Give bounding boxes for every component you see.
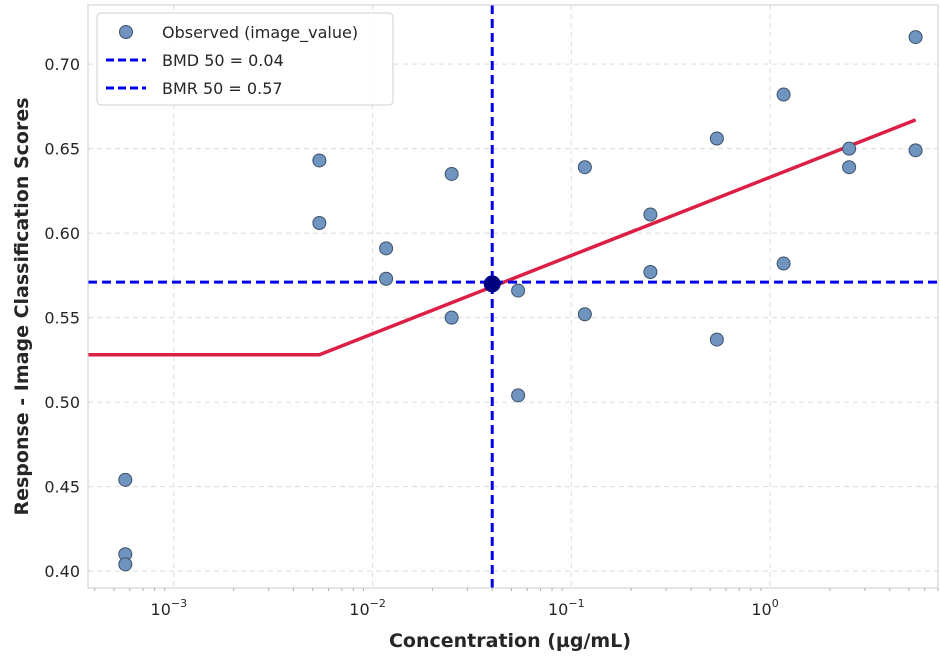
y-tick-label: 0.60 <box>44 224 80 243</box>
y-axis-label: Response - Image Classification Scores <box>11 97 33 515</box>
data-point <box>643 264 658 279</box>
legend-box <box>96 12 394 106</box>
x-tick-exponent: −1 <box>568 597 584 610</box>
x-axis-label: Concentration (µg/mL) <box>389 630 631 652</box>
data-point <box>643 207 658 222</box>
x-tick-label: 10−2 <box>349 597 386 619</box>
y-tick-label: 0.55 <box>44 309 80 328</box>
y-tick-label: 0.45 <box>44 478 80 497</box>
data-point <box>379 241 394 256</box>
x-tick-exponent: −2 <box>370 597 386 610</box>
data-point <box>379 271 394 286</box>
data-point <box>842 141 857 156</box>
x-tick-base: 10 <box>151 600 171 619</box>
data-point <box>709 131 724 146</box>
data-point <box>118 472 133 487</box>
data-point <box>577 160 592 175</box>
data-point <box>312 153 327 168</box>
x-tick-base: 10 <box>349 600 369 619</box>
grid-layer <box>88 5 938 588</box>
point-layer <box>118 30 923 572</box>
y-tick-label: 0.50 <box>44 393 80 412</box>
x-tick-exponent: −3 <box>171 597 187 610</box>
x-tick-label: 10−1 <box>548 597 585 619</box>
y-tick-label: 0.40 <box>44 562 80 581</box>
x-tick-label: 100 <box>751 597 778 619</box>
line-layer <box>88 5 938 588</box>
data-point <box>577 307 592 322</box>
data-point <box>776 87 791 102</box>
data-point <box>842 160 857 175</box>
data-point <box>511 283 526 298</box>
legend: Observed (image_value) BMD 50 = 0.04 BMR… <box>96 12 394 106</box>
data-point <box>511 388 526 403</box>
data-point <box>312 215 327 230</box>
y-tick-label: 0.70 <box>44 55 80 74</box>
x-tick-label: 10−3 <box>151 597 188 619</box>
legend-label-observed: Observed (image_value) <box>162 23 358 43</box>
data-point <box>444 166 459 181</box>
legend-marker-observed <box>119 25 133 39</box>
bmd-point <box>483 275 501 293</box>
data-point <box>908 30 923 45</box>
x-tick-exponent: 0 <box>772 597 779 610</box>
legend-label-bmr: BMR 50 = 0.57 <box>162 79 283 98</box>
x-tick-base: 10 <box>548 600 568 619</box>
plot-frame <box>87 4 939 589</box>
legend-label-bmd: BMD 50 = 0.04 <box>162 51 284 70</box>
data-point <box>908 143 923 158</box>
data-point <box>776 256 791 271</box>
data-point <box>118 557 133 572</box>
y-tick-label: 0.65 <box>44 140 80 159</box>
x-tick-base: 10 <box>751 600 771 619</box>
fit-curve <box>88 118 917 357</box>
data-point <box>444 310 459 325</box>
data-point <box>709 332 724 347</box>
